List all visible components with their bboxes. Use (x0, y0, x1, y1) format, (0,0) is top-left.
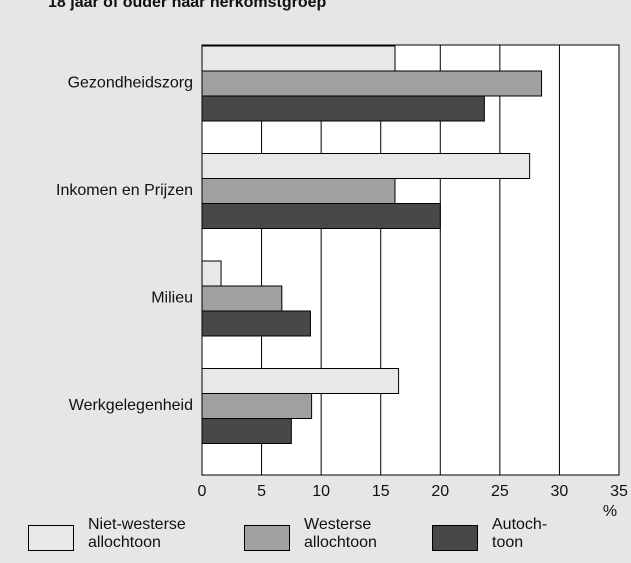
bar (201, 418, 292, 444)
legend-item: Westerse allochtoon (244, 516, 377, 552)
legend-swatch (28, 525, 74, 551)
x-tick-label: 35 (610, 483, 628, 500)
y-tick-label: Inkomen en Prijzen (56, 182, 193, 199)
x-tick-label: 15 (372, 483, 390, 500)
y-tick-label: Gezondheidszorg (68, 75, 193, 92)
legend-label: Autoch- toon (492, 516, 548, 551)
bar (201, 368, 400, 394)
x-tick-label: 5 (257, 483, 266, 500)
legend-item: Autoch- toon (432, 516, 547, 552)
x-tick-label: 25 (491, 483, 509, 500)
y-tick-label: Werkgelegenheid (69, 397, 193, 414)
bar (201, 70, 543, 97)
bar (201, 153, 531, 179)
x-tick-label: 20 (431, 483, 449, 500)
bar (201, 393, 313, 419)
legend-item: Niet-westerse allochtoon (28, 516, 186, 552)
x-tick-label: 10 (312, 483, 330, 500)
bar (201, 260, 222, 287)
bar (201, 203, 441, 229)
x-tick-label: 30 (551, 483, 569, 500)
chart-title: 18 jaar of ouder naar herkomstgroep (48, 0, 327, 11)
bar (201, 310, 311, 337)
bar (201, 285, 283, 312)
legend-label: Niet-westerse allochtoon (88, 516, 186, 551)
bar (201, 178, 396, 204)
x-axis-label: % (603, 503, 617, 520)
bar (201, 95, 485, 122)
legend-swatch (244, 525, 290, 551)
legend-label: Westerse allochtoon (304, 516, 377, 551)
bar (201, 45, 396, 72)
x-tick-label: 0 (198, 483, 207, 500)
y-tick-label: Milieu (151, 290, 193, 307)
legend-swatch (432, 525, 478, 551)
